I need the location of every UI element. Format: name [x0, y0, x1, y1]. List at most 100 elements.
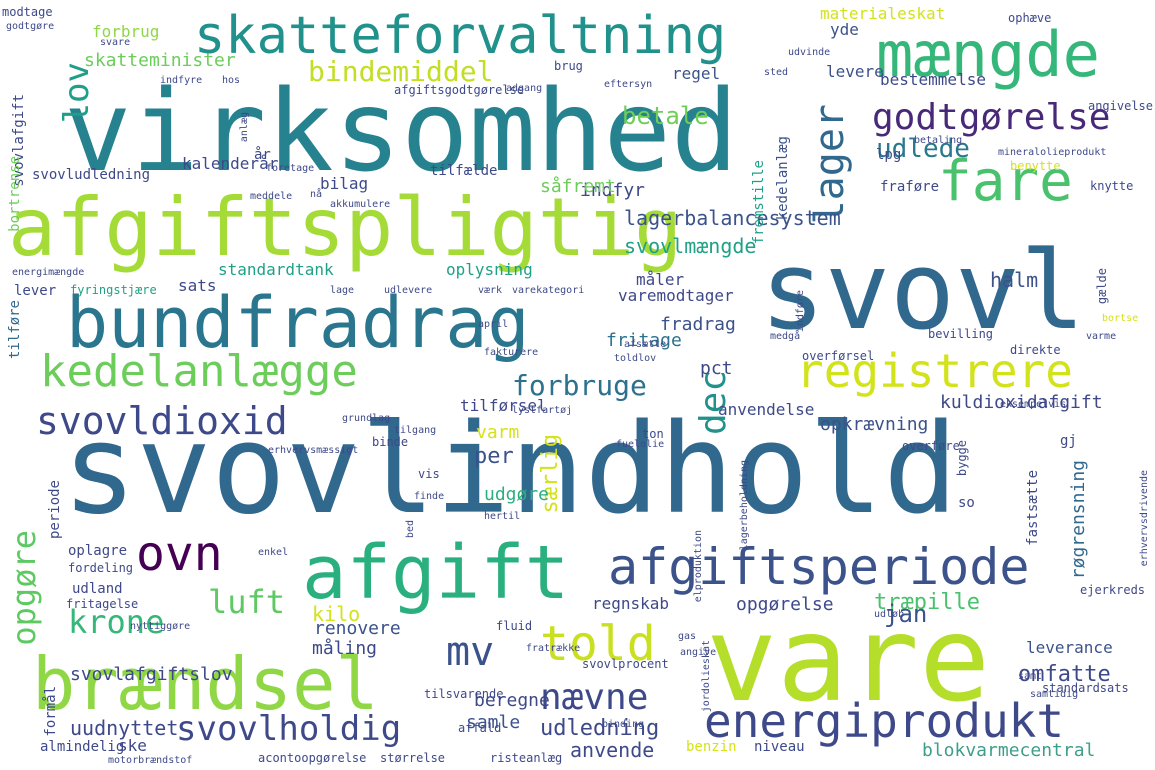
word: størrelse [380, 751, 446, 765]
word: fritage [606, 330, 682, 351]
word: forbrug [92, 22, 160, 41]
word: afgiftsgodtgørelse [394, 83, 525, 97]
word: fradrag [660, 314, 736, 335]
word: tilførsel [460, 396, 547, 415]
word: per [474, 444, 514, 469]
word: krone [68, 603, 165, 641]
word: ophæve [1008, 11, 1052, 25]
word: vis [418, 467, 440, 481]
word: skatteminister [84, 50, 236, 71]
word: regnskab [592, 594, 670, 613]
word: fuelolie [616, 439, 665, 450]
word: fratrække [526, 643, 581, 654]
word: kuldioxidafgift [940, 392, 1103, 413]
word: bortse [1102, 313, 1139, 324]
word: gælde [1095, 268, 1109, 305]
word: måler [636, 270, 685, 289]
word: gas [678, 631, 697, 642]
word: mængde [876, 18, 1100, 91]
word: lagerbalancesystem [624, 206, 841, 230]
word: indføre [795, 290, 806, 333]
word: afgift [302, 530, 570, 616]
word: affald [458, 721, 502, 735]
word: svovlprocent [582, 657, 669, 671]
word: hos [222, 75, 241, 86]
word: fluid [496, 619, 533, 633]
word: fyringstjære [70, 283, 157, 297]
word: eftersyn [604, 79, 653, 90]
word: fordeling [68, 561, 134, 575]
word: kedelanlægge [40, 346, 358, 397]
word: benzin [686, 739, 737, 755]
word: oplagre [68, 543, 128, 559]
word: afgiftspligtig [8, 181, 683, 274]
word: lagerbeholdning [739, 460, 750, 551]
word: mineralolieprodukt [998, 147, 1107, 158]
word: adgang [506, 83, 543, 94]
word: ovn [136, 526, 223, 582]
word: binding [602, 719, 645, 730]
word: finde [414, 491, 445, 502]
word: lystfartøj [512, 405, 573, 416]
word: lov [57, 62, 97, 124]
word: varemodtager [618, 286, 734, 305]
word: toldlov [614, 353, 657, 364]
word: udland [72, 581, 123, 597]
word: renovere [314, 618, 401, 639]
word: benytte [1010, 159, 1061, 173]
word: ske [118, 736, 147, 755]
word: svovlholdig [176, 709, 402, 749]
word: so [958, 495, 975, 511]
word: tilgang [394, 425, 437, 436]
word: fritagelse [66, 597, 139, 611]
word: bestemmelse [880, 70, 986, 89]
word: yde [830, 20, 859, 39]
word: formål [43, 686, 59, 737]
word: anvende [570, 738, 655, 762]
word: tilfælde [430, 163, 498, 179]
word: fremstille [751, 160, 767, 245]
word: svovlmængde [624, 234, 757, 258]
word: enkel [258, 547, 289, 558]
word: erhvervsmæssigt [268, 445, 359, 456]
word: omfatte [1018, 662, 1111, 687]
word: vare [706, 590, 991, 728]
word: såfremt [540, 176, 616, 197]
word: nyttiggøre [130, 621, 191, 632]
word: svovlindhold [62, 398, 958, 542]
word: samt [1018, 671, 1043, 682]
word: beregne [474, 690, 550, 711]
word: grundlag [342, 413, 391, 424]
word: bed [405, 520, 416, 539]
word: udledning [540, 716, 660, 741]
word: fakturere [484, 347, 539, 358]
word: svovlafgiftslov [70, 664, 233, 685]
word: luft [208, 583, 286, 621]
word: bilag [320, 174, 369, 193]
word: fraføre [880, 179, 940, 195]
word: bundfradrag [66, 282, 530, 364]
word: ton [642, 427, 664, 441]
word: opgørelse [736, 594, 834, 615]
word: samle [466, 712, 521, 733]
word: værk [478, 285, 503, 296]
word: overføre [902, 439, 960, 453]
word: uudnyttet [70, 716, 179, 740]
word: regel [672, 64, 721, 83]
word: lpg [876, 147, 902, 163]
word: tilsvarende [424, 687, 504, 701]
word: energiprodukt [704, 694, 1065, 748]
word: april [478, 319, 509, 330]
word: materialeskat [820, 4, 946, 23]
word: tilføre [7, 300, 23, 360]
word: direkte [1010, 343, 1061, 357]
word: jordolieskat [701, 640, 712, 713]
word: halm [990, 268, 1039, 292]
word: udlede [876, 134, 970, 164]
word: opkrævning [820, 414, 929, 435]
word: kedelanlæg [775, 136, 791, 221]
word: fastsætte [1025, 470, 1041, 546]
word: periode [47, 480, 63, 540]
word: angive [680, 647, 717, 658]
